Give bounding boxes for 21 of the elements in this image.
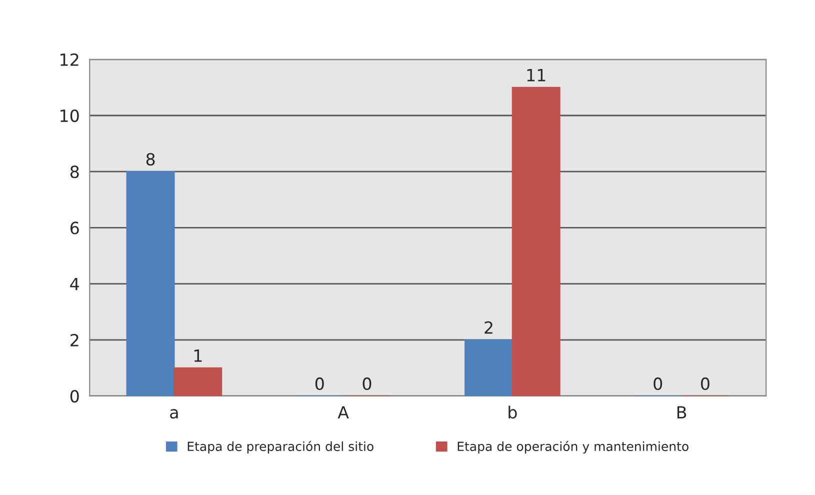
legend-label: Etapa de preparación del sitio [188, 440, 374, 454]
data-label: 0 [654, 377, 662, 390]
data-label: 2 [484, 321, 492, 334]
data-label: 1 [194, 350, 202, 362]
data-label: 11 [527, 69, 546, 82]
x-tick-label: A [338, 406, 349, 418]
y-tick-label: 0 [70, 390, 79, 403]
x-tick-label: B [677, 406, 686, 418]
data-label: 0 [362, 377, 372, 390]
x-tick-label: b [508, 406, 517, 419]
data-label: 8 [146, 152, 155, 166]
y-tick-label: 4 [70, 278, 79, 290]
y-tick-label: 2 [70, 334, 78, 346]
y-tick-label: 8 [70, 166, 79, 178]
x-tick-label: a [170, 409, 178, 419]
y-tick-label: 10 [60, 109, 79, 122]
data-label: 0 [315, 377, 324, 390]
y-tick-label: 6 [70, 222, 79, 234]
legend-label: Etapa de operación y mantenimiento [458, 440, 688, 454]
data-label: 0 [701, 377, 710, 390]
y-tick-label: 12 [60, 53, 78, 66]
